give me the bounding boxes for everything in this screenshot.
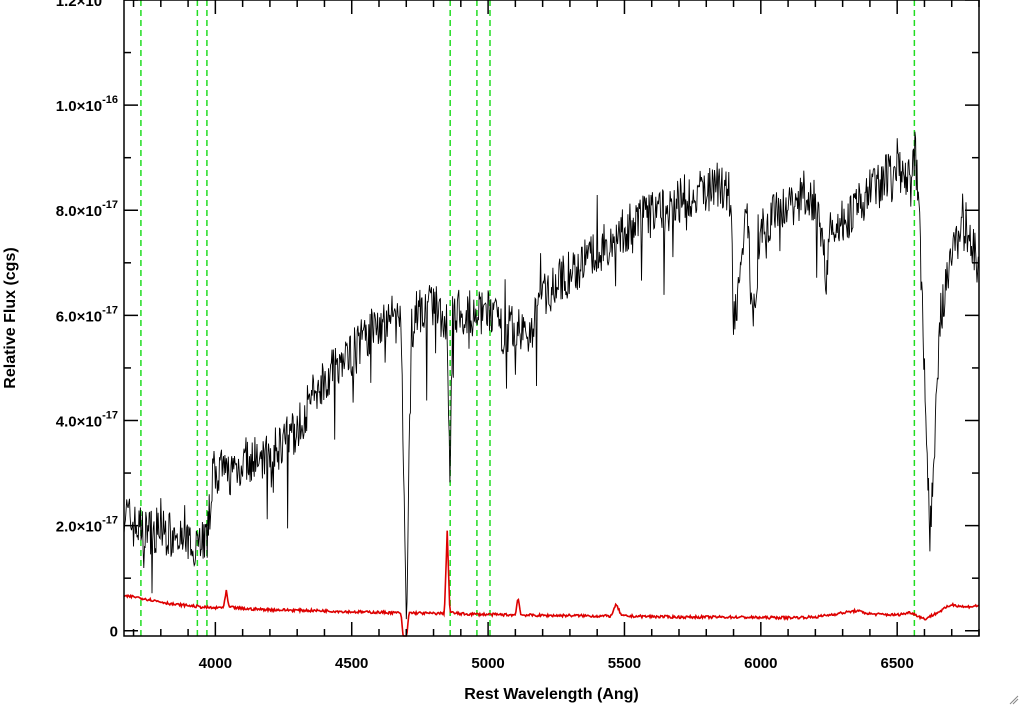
error-spectrum-line	[123, 530, 980, 637]
x-tick-label: 5000	[471, 655, 504, 672]
y-axis: 0 2.0×10-17 4.0×10-17 6.0×10-17 8.0×10-17 1.0…	[56, 0, 979, 641]
x-axis: 4000 4500 5000 5500 6000 6500	[132, 0, 980, 672]
y-axis-title: Relative Flux (cgs)	[2, 247, 19, 388]
plot-frame	[123, 0, 980, 637]
y-tick-label: 8.0×10-17	[56, 199, 118, 220]
y-tick-label: 1.0×10-16	[56, 94, 118, 115]
resize-grip-icon[interactable]	[1009, 695, 1019, 705]
spectrum-series-layer	[123, 131, 980, 637]
x-tick-label: 4000	[199, 655, 232, 672]
y-tick-label: 2.0×10-17	[56, 515, 118, 536]
y-tick-label: 6.0×10-17	[56, 304, 118, 325]
y-tick-label: 1.2×10-16	[56, 0, 118, 10]
y-tick-label: 0	[110, 624, 118, 641]
flux-spectrum-line	[123, 131, 980, 620]
x-axis-title: Rest Wavelength (Ang)	[464, 686, 639, 703]
y-tick-label: 4.0×10-17	[56, 409, 118, 430]
x-tick-label: 4500	[335, 655, 368, 672]
x-tick-label: 5500	[608, 655, 641, 672]
x-tick-label: 6000	[744, 655, 777, 672]
x-tick-label: 6500	[880, 655, 913, 672]
reference-lines	[140, 0, 916, 636]
